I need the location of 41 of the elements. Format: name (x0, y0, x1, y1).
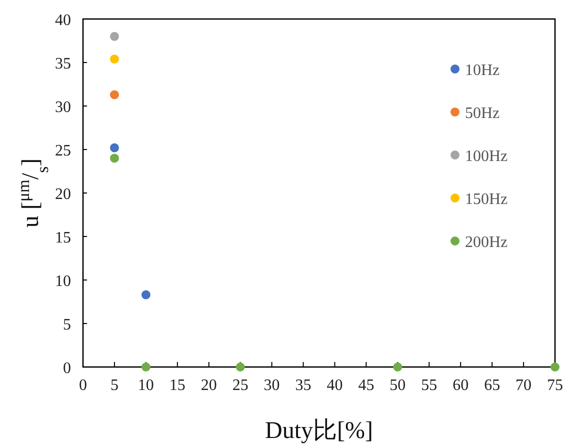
y-tick-label: 40 (55, 12, 71, 29)
x-tick-label: 70 (516, 377, 532, 394)
legend-label: 150Hz (465, 191, 508, 208)
y-tick-label: 0 (63, 360, 71, 377)
point (110, 143, 119, 152)
x-tick-label: 10 (138, 377, 154, 394)
point (393, 362, 402, 372)
y-tick-label: 30 (55, 99, 71, 116)
x-tick-label: 45 (358, 377, 374, 394)
x-axis-title: Duty比[%] (265, 418, 373, 444)
point (110, 32, 119, 41)
x-tick-label: 65 (484, 377, 500, 394)
x-tick-label: 50 (390, 377, 406, 394)
x-tick-label: 20 (200, 377, 217, 394)
x-tick-label: 30 (264, 377, 280, 394)
point (110, 54, 119, 64)
x-tick-label: 60 (452, 377, 469, 394)
y-tick-label: 35 (55, 56, 71, 72)
x-tick-label: 55 (421, 377, 438, 394)
point (141, 362, 150, 372)
y-tick-label: 20 (55, 186, 71, 203)
legend-label: 100Hz (465, 148, 508, 165)
x-tick-label: 25 (232, 377, 248, 394)
y-tick-label: 15 (55, 230, 71, 246)
point (110, 90, 119, 100)
y-tick-label: 5 (63, 316, 71, 334)
x-tick-label: 0 (79, 377, 87, 394)
point (550, 362, 560, 372)
x-tick-label: 35 (295, 377, 312, 394)
x-tick-label: 75 (547, 377, 563, 394)
x-tick-label: 5 (110, 377, 118, 394)
point (236, 362, 245, 372)
legend-label: 10Hz (465, 62, 500, 79)
y-tick-label: 10 (55, 273, 71, 290)
point (110, 154, 119, 163)
x-tick-label: 40 (326, 377, 343, 394)
legend-label: 50Hz (465, 105, 500, 122)
legend-label: 200Hz (465, 234, 508, 251)
x-tick-label: 15 (169, 377, 186, 394)
y-tick-label: 25 (55, 142, 71, 160)
point (141, 290, 150, 300)
